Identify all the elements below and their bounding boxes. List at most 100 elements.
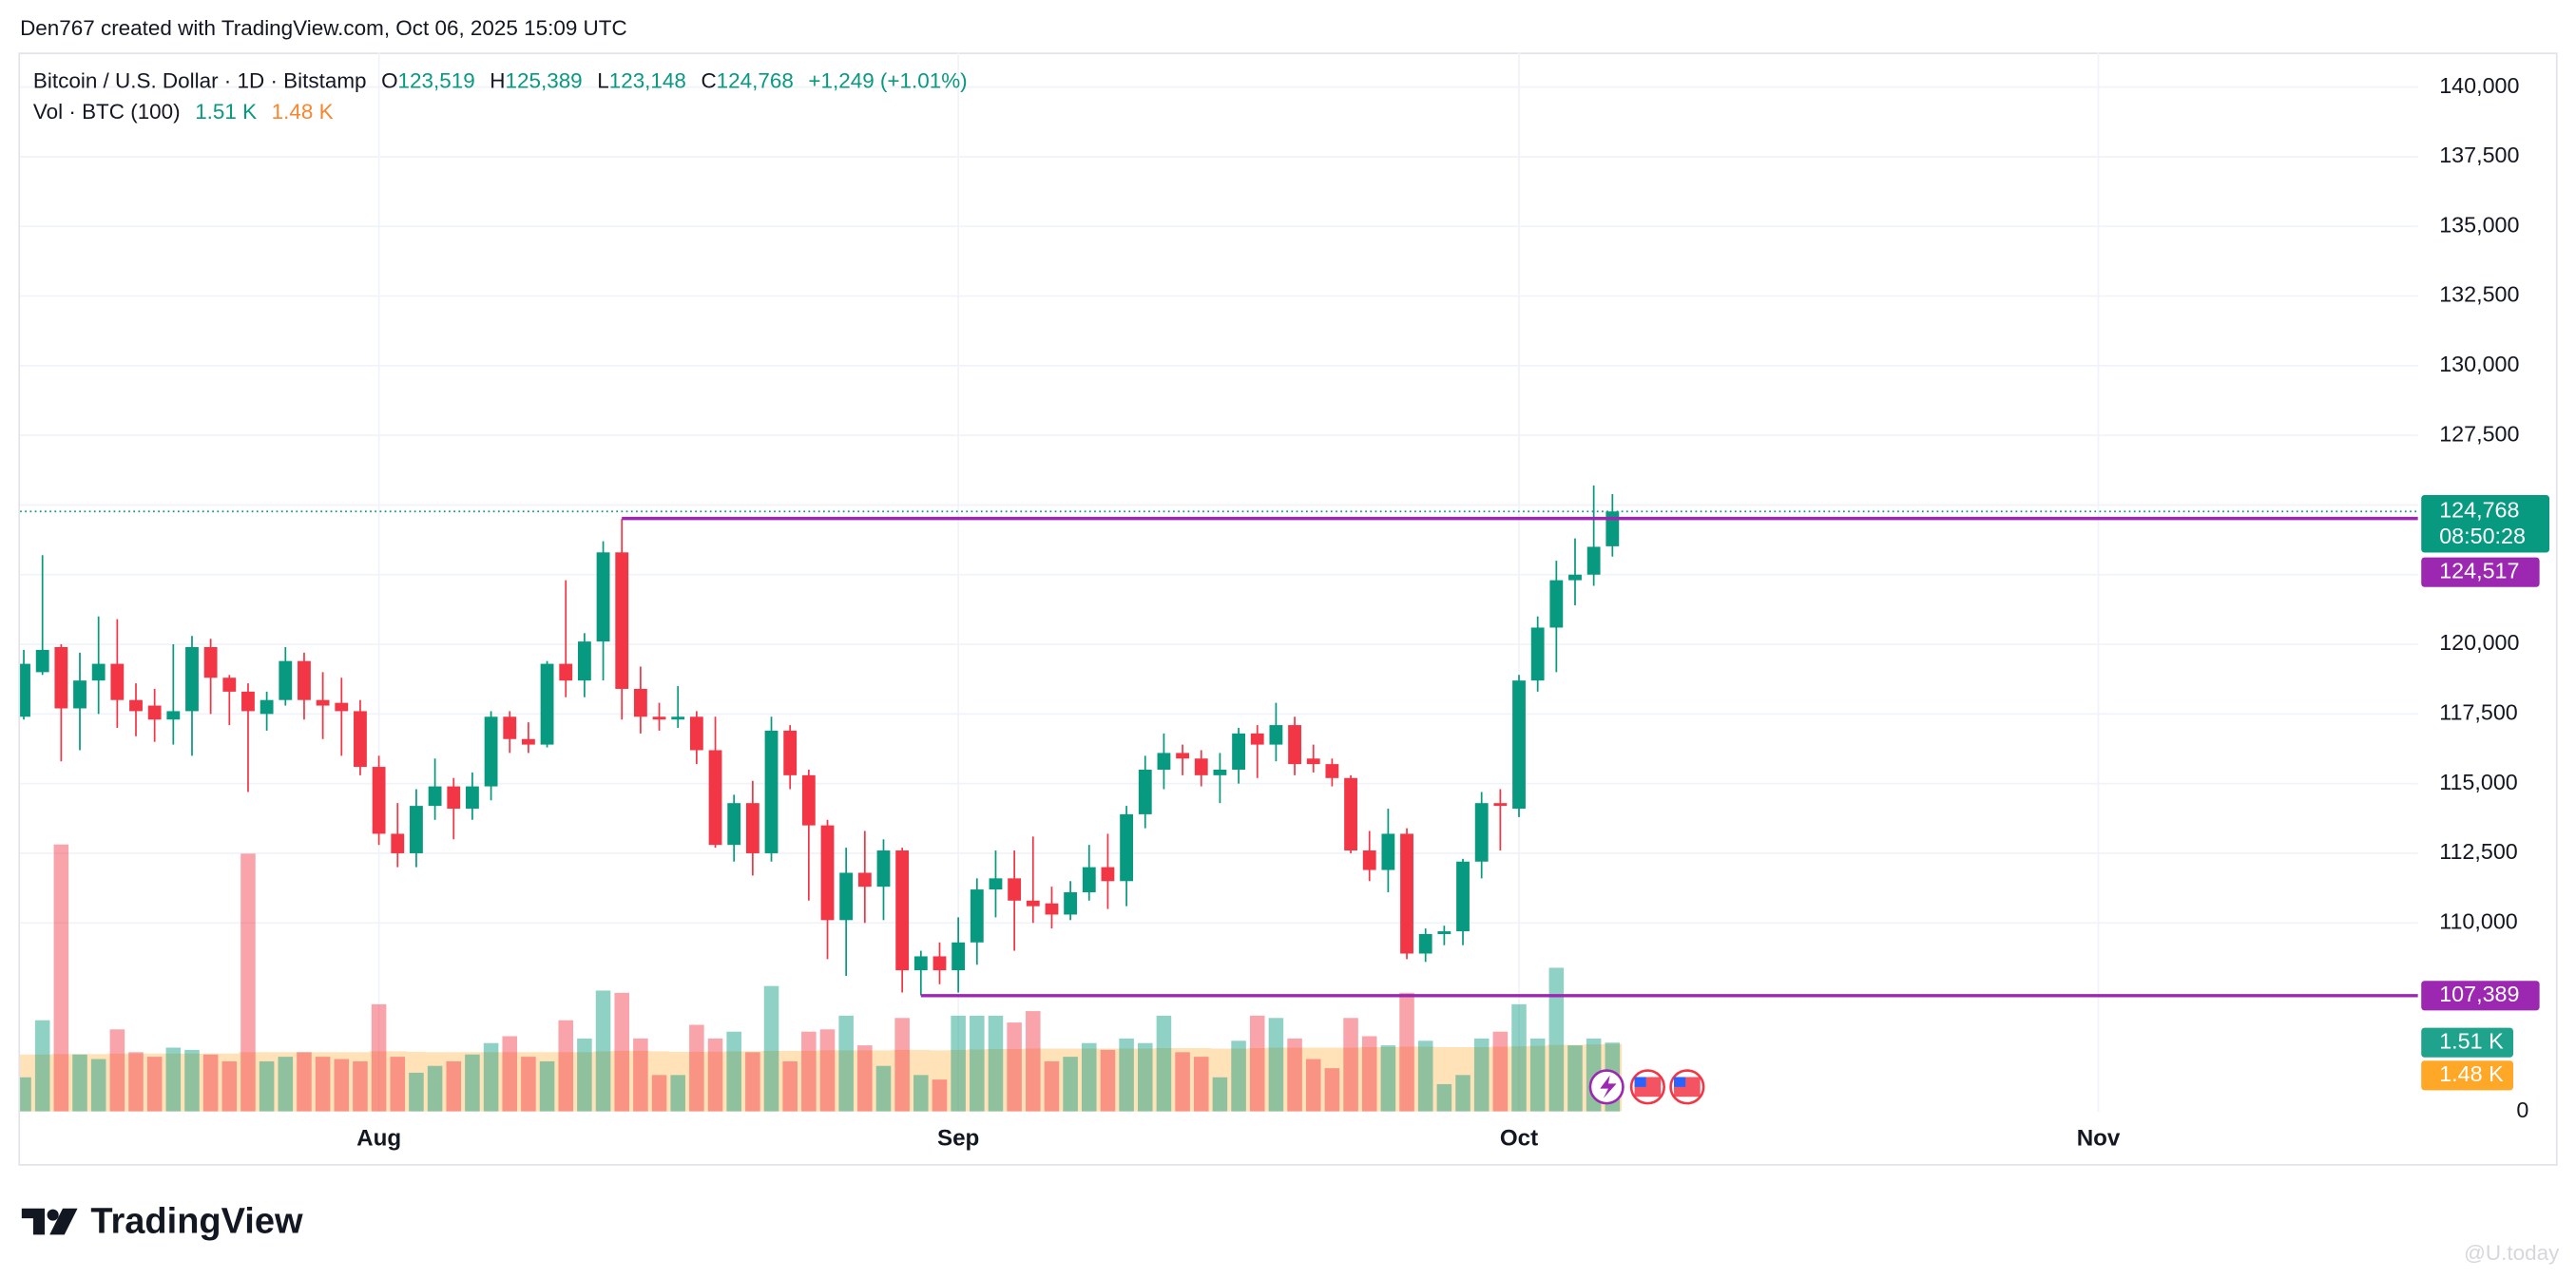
volume-name: Vol · BTC (100) (33, 100, 181, 124)
volume-bar (1305, 1059, 1321, 1112)
volume-ma-area (20, 1043, 1623, 1112)
legend-value: 123,519 (398, 68, 475, 92)
volume-bar (1063, 1057, 1078, 1112)
candle-body (503, 716, 517, 739)
candle-body (129, 699, 143, 712)
volume-bar (446, 1060, 462, 1112)
candle-body (484, 716, 498, 787)
candle-body (970, 889, 984, 943)
candle-body (615, 552, 629, 689)
candle-body (185, 646, 199, 712)
candle-body (1325, 764, 1339, 778)
volume-label: 1.51 K (2439, 1028, 2504, 1053)
y-tick-label: 137,500 (2439, 143, 2519, 167)
volume-bar (1026, 1011, 1041, 1112)
candle-body (1101, 867, 1115, 882)
level-box (2421, 981, 2540, 1011)
candle-body (521, 738, 535, 745)
flag-canton (1634, 1077, 1646, 1087)
volume-bar (932, 1079, 948, 1112)
volume-bar (745, 1052, 760, 1112)
price-legend: Bitcoin / U.S. Dollar · 1D · Bitstamp O12… (33, 68, 968, 92)
volume-bar (1212, 1077, 1228, 1112)
candle-body (316, 699, 330, 706)
volume-bar (128, 1052, 144, 1112)
candle-body (577, 641, 591, 681)
legend-value: 123,148 (609, 68, 686, 92)
volume-bar (34, 1020, 50, 1112)
symbol: Bitcoin / U.S. Dollar · 1D · Bitstamp (33, 68, 367, 92)
legend-key: O (381, 68, 397, 92)
volume-bar (595, 990, 611, 1112)
y-tick-label: 117,500 (2439, 700, 2518, 725)
candle-body (203, 646, 218, 678)
candle-body (1157, 753, 1171, 770)
volume-bar (240, 853, 256, 1112)
volume-bar (221, 1060, 238, 1112)
volume-bar (539, 1060, 555, 1112)
candle-body (73, 680, 87, 709)
brand-logo: TradingView (21, 1201, 303, 1241)
volume-bar (72, 1054, 87, 1112)
logo-mark (47, 1209, 59, 1221)
volume-bar (614, 992, 629, 1112)
candle-body (1082, 867, 1096, 893)
candle-body (147, 705, 162, 720)
candle-body (1344, 777, 1357, 851)
y-tick-label: 135,000 (2439, 212, 2519, 237)
watermark: @U.today (2464, 1241, 2560, 1265)
volume-bar (427, 1065, 443, 1112)
volume-bar (259, 1060, 275, 1112)
volume-bar (1492, 1031, 1509, 1112)
volume-bar (558, 1020, 574, 1112)
candle-body (54, 646, 68, 709)
candle-body (857, 872, 872, 888)
volume-bar (109, 1029, 125, 1112)
volume-bar (146, 1057, 163, 1112)
candle-body (91, 663, 106, 681)
volume-bar (875, 1065, 892, 1112)
x-tick-label: Aug (356, 1126, 401, 1152)
volume-bar (1473, 1038, 1490, 1112)
volume-bar (951, 1015, 966, 1112)
volume-bar (1137, 1042, 1153, 1112)
y-tick-label: 140,000 (2439, 73, 2519, 98)
volume-bar (371, 1003, 387, 1112)
volume-bar (1268, 1018, 1284, 1112)
candle-body (839, 872, 854, 921)
volume-bar (651, 1075, 667, 1112)
last-price-label: 124,768 (2439, 497, 2519, 522)
candle-body (410, 806, 423, 853)
y-tick-label: 132,500 (2439, 282, 2519, 307)
volume-box (2421, 1027, 2513, 1058)
candle-body (298, 660, 311, 700)
candle-body (727, 803, 741, 846)
candle-body (1176, 753, 1189, 759)
flag-canton (1674, 1077, 1686, 1087)
y-tick-label: 112,500 (2439, 839, 2518, 864)
brand: TradingView (90, 1201, 303, 1241)
volume-bar (521, 1057, 536, 1112)
level-box (2421, 557, 2540, 587)
volume-bar (857, 1045, 873, 1112)
candle-body (1213, 769, 1227, 775)
volume-bar (1436, 1083, 1452, 1112)
candle-body (466, 786, 479, 810)
volume-bar (465, 1054, 480, 1112)
volume-bar (819, 1029, 836, 1112)
chart-frame (18, 52, 2558, 1166)
volume-bar (1343, 1018, 1358, 1112)
volume-bar (353, 1060, 368, 1112)
volume-bar (670, 1075, 685, 1112)
candle-body (932, 956, 947, 971)
volume-ma-label: 1.48 K (2439, 1061, 2504, 1086)
countdown: 08:50:28 (2439, 524, 2526, 548)
level-label: 107,389 (2439, 982, 2519, 1006)
volume-bar (988, 1015, 1004, 1112)
volume-bar (1380, 1045, 1396, 1112)
candle-body (447, 786, 461, 810)
volume-bar (782, 1060, 798, 1112)
volume-bar (913, 1075, 929, 1112)
candle-body (876, 850, 891, 888)
